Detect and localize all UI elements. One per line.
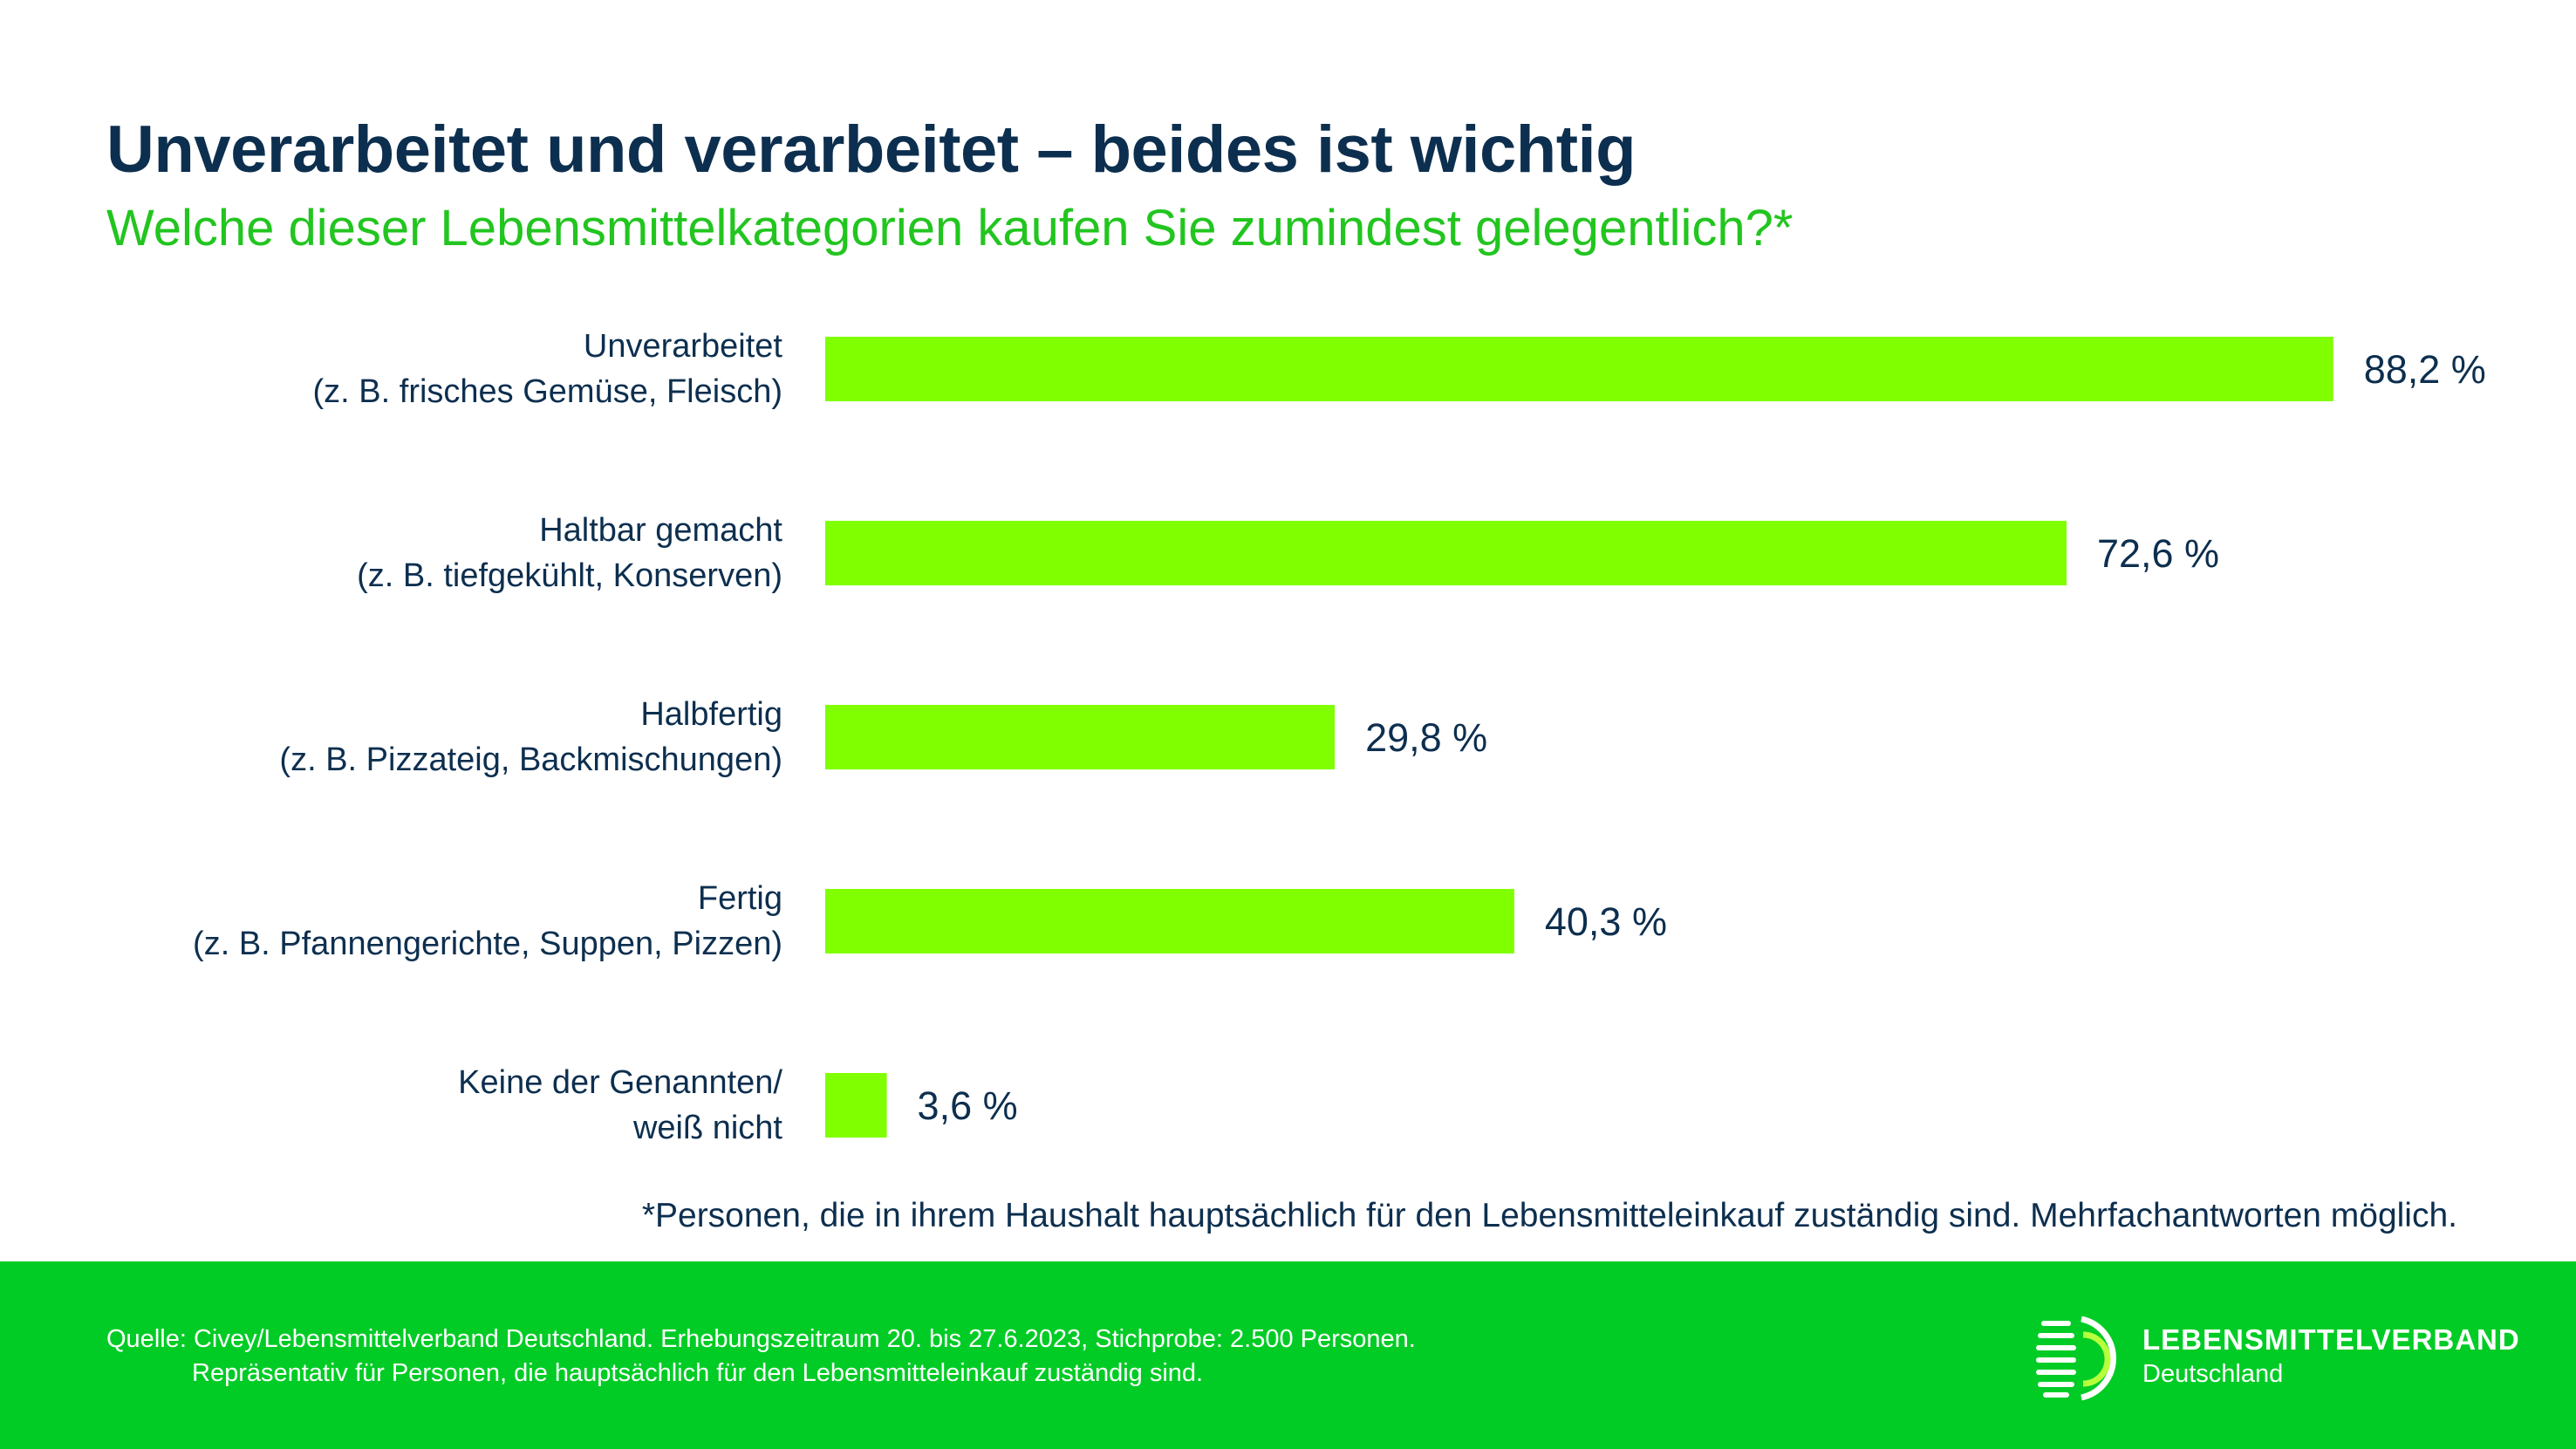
- chart-title: Unverarbeitet und verarbeitet – beides i…: [106, 113, 1636, 187]
- bar: [825, 521, 2067, 585]
- brand-name: LEBENSMITTELVERBAND: [2142, 1323, 2520, 1356]
- category-label: Haltbar gemacht: [539, 512, 782, 549]
- lebensmittelverband-logo-icon: [2036, 1316, 2116, 1401]
- bar: [825, 337, 2333, 401]
- category-label: Fertig: [698, 880, 782, 917]
- category-label: Unverarbeitet: [584, 328, 783, 365]
- source-line-1: Quelle: Civey/Lebensmittelverband Deutsc…: [106, 1325, 1416, 1353]
- category-label: (z. B. Pizzateig, Backmischungen): [279, 742, 782, 778]
- bar-chart: 88,2 % Unverarbeitet (z. B. frisches Gemüs…: [193, 328, 2486, 1146]
- category-label: Halbfertig: [640, 696, 782, 733]
- category-label: (z. B. frisches Gemüse, Fleisch): [313, 373, 782, 410]
- category-label: (z. B. tiefgekühlt, Konserven): [357, 557, 782, 594]
- source-note: Quelle: Civey/Lebensmittelverband Deutsc…: [106, 1323, 1416, 1391]
- value-label: 29,8 %: [1365, 715, 1487, 760]
- bar: [825, 889, 1514, 953]
- value-label: 3,6 %: [918, 1083, 1018, 1128]
- bar: [825, 705, 1336, 769]
- chart-subtitle: Welche dieser Lebensmittelkategorien kau…: [106, 200, 1794, 256]
- brand: LEBENSMITTELVERBAND Deutschland: [2142, 1323, 2520, 1391]
- bar: [825, 1073, 887, 1138]
- value-label: 72,6 %: [2097, 531, 2219, 576]
- category-label: weiß nicht: [632, 1110, 782, 1146]
- footer-bar: Quelle: Civey/Lebensmittelverband Deutsc…: [0, 1261, 2576, 1449]
- category-label: Keine der Genannten/: [458, 1064, 782, 1101]
- footnote: *Personen, die in ihrem Haushalt hauptsä…: [641, 1197, 2457, 1234]
- brand-subtitle: Deutschland: [2142, 1360, 2284, 1388]
- category-label: (z. B. Pfannengerichte, Suppen, Pizzen): [193, 926, 782, 962]
- value-label: 40,3 %: [1545, 899, 1667, 944]
- value-label: 88,2 %: [2364, 347, 2486, 392]
- source-line-2: Repräsentativ für Personen, die hauptsäc…: [192, 1359, 1204, 1387]
